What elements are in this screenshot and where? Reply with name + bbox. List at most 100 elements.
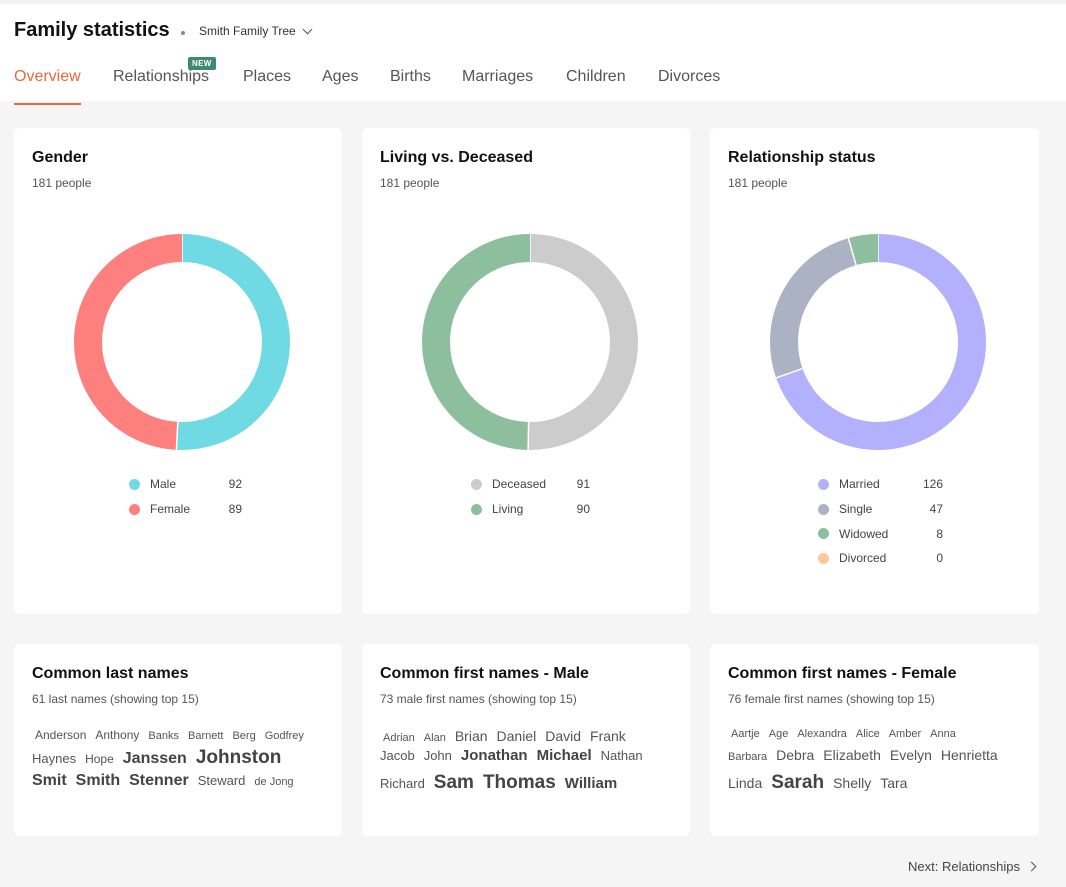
next-relationships-link[interactable]: Next: Relationships: [908, 859, 1037, 874]
slice-separator: [847, 237, 857, 266]
card-title: Common first names - Male: [380, 665, 589, 682]
legend-dot: [818, 552, 829, 564]
legend-label: Married: [839, 477, 880, 492]
name-tag[interactable]: Berg: [232, 730, 256, 742]
name-tag[interactable]: Steward: [197, 773, 246, 788]
name-tag[interactable]: Johnston: [195, 747, 282, 768]
tree-name: Smith Family Tree: [199, 24, 296, 38]
name-tag[interactable]: Elizabeth: [823, 747, 881, 763]
donut-slice-deceased[interactable]: [528, 234, 638, 450]
donut-slice-married[interactable]: [776, 234, 986, 450]
name-tag[interactable]: de Jong: [254, 776, 294, 788]
legend-item-female: Female 89: [129, 497, 242, 522]
name-tag[interactable]: Alan: [423, 732, 446, 744]
cloud-line: Anderson Anthony Banks Barnett Berg Godfrey: [32, 728, 332, 747]
name-tag[interactable]: Banks: [148, 730, 179, 742]
name-tag[interactable]: Debra: [776, 747, 815, 763]
name-tag[interactable]: Hope: [85, 752, 114, 766]
last-names-card: Common last names 61 last names (showing…: [14, 644, 342, 836]
name-tag[interactable]: Janssen: [122, 750, 187, 767]
card-title: Gender: [32, 149, 89, 166]
tab-relationships[interactable]: Relationships: [113, 68, 209, 105]
gender-donut-chart: [74, 234, 290, 450]
name-tag[interactable]: Anderson: [35, 728, 87, 742]
tree-selector[interactable]: Smith Family Tree: [199, 24, 313, 38]
name-tag[interactable]: Brian: [454, 728, 488, 744]
name-tag[interactable]: Age: [768, 728, 789, 740]
gender-card: Gender 181 people Male 92 Female 89: [14, 128, 342, 614]
name-tag[interactable]: Barbara: [728, 751, 768, 763]
name-tag[interactable]: Linda: [728, 775, 763, 791]
name-tag[interactable]: Sam: [433, 772, 474, 793]
name-tag[interactable]: Stenner: [129, 772, 189, 789]
card-subtitle: 61 last names (showing top 15): [32, 692, 199, 706]
tab-marriages[interactable]: Marriages: [462, 68, 533, 105]
legend-value: 8: [936, 526, 943, 541]
name-tag[interactable]: Barnett: [188, 730, 224, 742]
card-subtitle: 73 male first names (showing top 15): [380, 692, 577, 706]
name-tag[interactable]: William: [564, 775, 618, 792]
legend-dot: [471, 503, 482, 515]
separator-dot: [181, 31, 185, 35]
name-tag[interactable]: Smith: [75, 772, 121, 789]
tab-ages[interactable]: Ages: [322, 68, 358, 105]
legend-item-married: Married 126: [818, 472, 943, 497]
tab-label: Places: [243, 68, 292, 85]
living-card: Living vs. Deceased 181 people Deceased …: [362, 128, 690, 614]
donut-slice-single[interactable]: [770, 238, 857, 378]
name-tag[interactable]: Jacob: [380, 748, 415, 763]
name-tag[interactable]: Evelyn: [889, 747, 932, 763]
legend-label: Widowed: [839, 526, 889, 541]
name-tag[interactable]: Sarah: [771, 772, 825, 793]
name-tag[interactable]: Tara: [880, 775, 908, 791]
donut-slice-widowed[interactable]: [848, 234, 879, 266]
card-subtitle: 181 people: [728, 176, 788, 190]
name-tag[interactable]: Frank: [590, 728, 626, 744]
donut-slice-living[interactable]: [422, 234, 531, 450]
name-tag[interactable]: Daniel: [496, 728, 537, 744]
cloud-line: Richard Sam Thomas William: [380, 772, 680, 797]
cloud-line: Linda Sarah Shelly Tara: [728, 772, 1028, 797]
name-tag[interactable]: Anthony: [95, 728, 140, 742]
relationship-legend: Married 126 Single 47 Widowed 8 Divorced…: [818, 472, 943, 571]
name-tag[interactable]: Shelly: [833, 775, 872, 791]
name-tag[interactable]: Alice: [855, 728, 880, 740]
header-bar: Family statistics Smith Family Tree NEW …: [0, 0, 1066, 105]
donut-slice-female[interactable]: [74, 234, 183, 450]
card-title: Relationship status: [728, 149, 876, 166]
name-tag[interactable]: Smit: [32, 772, 67, 789]
slice-separator: [775, 367, 803, 379]
card-subtitle: 181 people: [380, 176, 440, 190]
page-title: Family statistics: [14, 19, 170, 41]
name-tag[interactable]: Anna: [930, 728, 956, 740]
name-tag[interactable]: Alexandra: [797, 728, 847, 740]
tab-label: Overview: [14, 68, 81, 85]
name-tag[interactable]: Adrian: [383, 732, 415, 744]
tab-divorces[interactable]: Divorces: [658, 68, 720, 105]
tab-births[interactable]: Births: [390, 68, 431, 105]
name-tag[interactable]: Godfrey: [264, 730, 304, 742]
name-tag[interactable]: John: [423, 748, 452, 763]
name-tag[interactable]: Henrietta: [940, 747, 998, 763]
tab-children[interactable]: Children: [566, 68, 626, 105]
donut-slice-male[interactable]: [176, 234, 290, 450]
name-tag[interactable]: Richard: [380, 776, 425, 791]
female-names-card: Common first names - Female 76 female fi…: [710, 644, 1039, 836]
tab-places[interactable]: Places: [243, 68, 291, 105]
name-tag[interactable]: Aartje: [731, 728, 760, 740]
name-tag[interactable]: Thomas: [482, 772, 556, 793]
name-tag[interactable]: Michael: [536, 747, 592, 764]
legend-label: Deceased: [492, 477, 547, 492]
new-badge: NEW: [188, 57, 216, 70]
legend-item-living: Living 90: [471, 497, 590, 522]
name-tag[interactable]: Haynes: [32, 751, 77, 766]
name-tag[interactable]: Amber: [888, 728, 922, 740]
legend-item-divorced: Divorced 0: [818, 546, 943, 571]
legend-label: Living: [492, 502, 524, 517]
name-tag[interactable]: Nathan: [600, 748, 643, 763]
name-tag[interactable]: David: [545, 728, 582, 744]
name-tag[interactable]: Jonathan: [460, 747, 528, 764]
male-names-card: Common first names - Male 73 male first …: [362, 644, 690, 836]
tab-overview[interactable]: Overview: [14, 68, 81, 105]
tab-label: Births: [390, 68, 431, 85]
